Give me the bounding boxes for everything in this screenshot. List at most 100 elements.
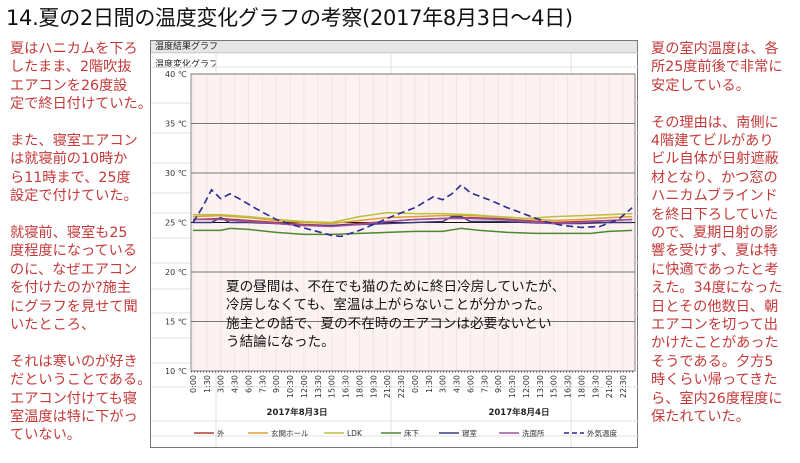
text-line: ので、夏期日射の影 (651, 225, 779, 242)
text-line: エアコン付けても寝 (10, 390, 137, 407)
chart-annotation: 夏の昼間は、不在でも猫のために終日冷房していたが、 冷房しなくても、室温は上がらな… (226, 278, 565, 351)
text-line: ら、室内26度程度に (651, 390, 783, 407)
text-line: 4階建てビルがあり (651, 133, 774, 150)
annotation-line: 施主との話で、夏の不在時のエアコンは必要ないとい (226, 315, 552, 332)
paragraph: 就寝前、寝室も25 度程度になっている のに、なぜエアコン を付けたのか?施主 にグラフ… (10, 224, 152, 334)
x-tick-label: 16:30 (564, 375, 573, 398)
text-line: エアコンを26度設 (10, 77, 128, 94)
text-line: 定で終日付けていた。 (10, 96, 152, 113)
x-tick-label: 22:30 (397, 375, 406, 398)
x-tick-label: 7:30 (480, 375, 489, 393)
x-tick-label: 15:00 (328, 375, 337, 398)
x-tick-label: 7:30 (258, 375, 267, 393)
legend-label: 外 (217, 428, 225, 438)
series-line-3 (193, 227, 633, 236)
text-line: 室温度は特に下がっ (10, 409, 138, 426)
text-line: 時くらい帰ってきた (651, 372, 778, 389)
x-tick-label: 3:00 (217, 375, 226, 393)
text-line: 安定している。 (651, 77, 750, 94)
text-line: 就寝前、寝室も25 (10, 225, 128, 242)
text-line: それは寒いのが好き (10, 353, 138, 370)
text-line: また、寝室エアコン (10, 133, 138, 150)
x-tick-label: 16:30 (342, 375, 351, 398)
x-tick-label: 12:00 (300, 375, 309, 398)
annotation-line: 夏の昼間は、不在でも猫のために終日冷房していたが、 (226, 279, 566, 295)
x-tick-label: 18:00 (577, 375, 586, 398)
x-tick-label: 10:30 (286, 375, 295, 398)
y-tick-label: 20 ℃ (165, 268, 187, 277)
x-tick-label: 12:00 (522, 375, 531, 398)
text-line: に快適であったと考 (651, 261, 779, 278)
x-tick-label: 10:30 (508, 375, 517, 398)
y-tick-label: 40 ℃ (165, 70, 187, 79)
temperature-line-chart: 40 ℃35 ℃30 ℃25 ℃20 ℃15 ℃10 ℃0:00 1:30 3:00… (151, 52, 639, 447)
y-tick-label: 35 ℃ (165, 120, 187, 129)
annotation-line: 冷房しなくても、室温は上がらないことが分かった。 (226, 297, 551, 314)
y-tick-label: 15 ℃ (165, 318, 187, 327)
text-line: は就寝前の10時か (10, 151, 128, 168)
text-line: ビル自体が日射遮蔽 (651, 151, 779, 168)
y-tick-label: 10 ℃ (165, 367, 187, 376)
legend-label: 寝室 (462, 428, 477, 438)
x-tick-label: 13:30 (314, 375, 323, 398)
text-line: にグラフを見せて聞 (10, 298, 138, 315)
text-line: ていない。 (10, 427, 81, 444)
text-line: いたところ、 (10, 317, 96, 334)
x-tick-label: 0:00 (189, 375, 198, 393)
legend-label: 外気温度 (587, 428, 617, 438)
x-tick-label: 1:30 (425, 375, 434, 393)
date-label: 2017年8月3日 (267, 407, 328, 418)
paragraph: また、寝室エアコン は就寝前の10時か ら11時まで、25度 設定で付けていた。 (10, 132, 152, 206)
chart-title: 温度変化グラフ (155, 60, 219, 70)
slide-title: 14.夏の2日間の温度変化グラフの考察(2017年8月3日～4日) (6, 6, 573, 30)
text-line: 日とその他数日、朝 (651, 298, 779, 315)
x-tick-label: 13:30 (536, 375, 545, 398)
paragraph: 夏はハニカムを下ろ したまま、2階吹抜 エアコンを26度設定で終日付けていた。 (10, 40, 152, 114)
text-line: えた。34度になった (651, 280, 783, 297)
x-tick-label: 9:00 (272, 375, 281, 393)
text-line: エアコンを切って出 (651, 317, 778, 334)
right-commentary: 夏の室内温度は、各 所25度前後で非常に 安定している。その理由は、南側に 4階建てビ… (651, 40, 783, 445)
text-line: 材となり、かつ窓の (651, 169, 778, 186)
text-line: のに、なぜエアコン (10, 261, 138, 278)
x-tick-label: 21:00 (383, 375, 392, 398)
x-tick-label: 9:00 (494, 375, 503, 393)
text-line: そうである。夕方5 (651, 353, 774, 370)
x-tick-label: 4:30 (453, 375, 462, 393)
text-line: 響を受けず、夏は特 (651, 243, 778, 260)
text-line: 所25度前後で非常に (651, 59, 783, 76)
text-line: 設定で付けていた。 (10, 188, 138, 205)
series-line-5 (193, 217, 633, 228)
x-tick-label: 6:00 (244, 375, 253, 393)
legend-label: 洗面所 (522, 428, 545, 438)
text-line: その理由は、南側に (651, 114, 779, 131)
text-line: 夏はハニカムを下ろ (10, 41, 138, 57)
text-line: を付けたのか?施主 (10, 280, 132, 297)
x-tick-label: 22:30 (619, 375, 628, 398)
legend-label: 床下 (404, 428, 419, 438)
x-tick-label: 6:00 (466, 375, 475, 393)
annotation-line: う結論になった。 (226, 333, 335, 350)
x-tick-label: 3:00 (439, 375, 448, 393)
text-line: 夏の室内温度は、各 (651, 41, 779, 57)
text-line: を終日下ろしていた (651, 206, 779, 223)
text-line: ら11時まで、25度 (10, 169, 131, 186)
text-line: ハニカムブラインド (651, 188, 778, 205)
x-tick-label: 1:30 (203, 375, 212, 393)
x-tick-label: 4:30 (231, 375, 240, 393)
left-commentary: 夏はハニカムを下ろ したまま、2階吹抜 エアコンを26度設 定で終日付けていた。 また、… (10, 40, 152, 463)
x-tick-label: 15:00 (550, 375, 559, 398)
text-line: かけたことがあった (651, 335, 779, 352)
text-line: したまま、2階吹抜 (10, 59, 132, 76)
series-line-6 (192, 183, 633, 238)
text-line: 保たれていた。 (651, 409, 750, 426)
date-label: 2017年8月4日 (488, 407, 549, 418)
series-line-1 (192, 214, 633, 225)
series-line-2 (193, 211, 633, 224)
paragraph: それは寒いのが好き だということである。 エアコン付けても寝 室温度は特に下がっ ていな… (10, 353, 152, 445)
text-line: 度程度になっている (10, 243, 137, 260)
x-tick-label: 19:30 (369, 375, 378, 398)
paragraph: その理由は、南側に 4階建てビルがあり ビル自体が日射遮蔽 材となり、かつ窓の ハニカム… (651, 114, 783, 427)
x-tick-label: 19:30 (591, 375, 600, 398)
paragraph: 夏の室内温度は、各 所25度前後で非常に 安定している。 (651, 40, 783, 95)
